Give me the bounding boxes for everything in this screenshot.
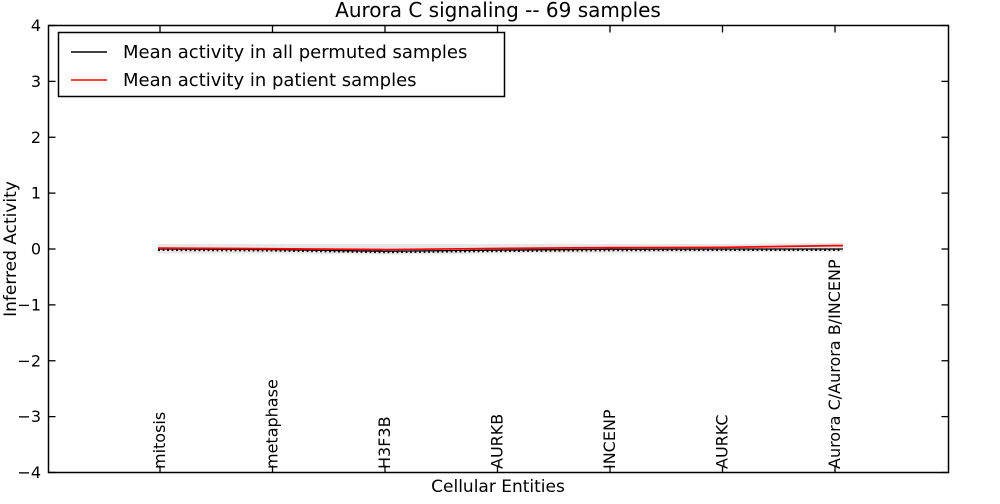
x-category-label: Aurora C/Aurora B/INCENP [825,259,844,469]
y-tick-label: 3 [31,72,41,91]
axis-ticks [48,24,949,474]
legend-label-patient: Mean activity in patient samples [123,70,417,91]
y-tick-label: −3 [17,407,41,426]
x-axis-label: Cellular Entities [431,477,565,497]
x-category-label: H3F3B [375,416,394,469]
y-tick-label: −2 [17,351,41,370]
permuted-point-markers [158,249,840,254]
y-tick-label: −4 [17,463,41,482]
x-category-label: metaphase [263,379,282,469]
x-category-label: mitosis [150,412,169,469]
legend-label-permuted: Mean activity in all permuted samples [123,42,467,63]
x-category-label: INCENP [600,409,619,469]
y-tick-label: 1 [31,184,41,203]
y-tick-label: −1 [17,295,41,314]
x-category-label: AURKC [713,414,732,469]
legend-box [57,31,506,98]
y-axis-label: Inferred Activity [1,181,21,317]
x-category-label: AURKB [488,414,507,469]
legend: Mean activity in all permuted samples Me… [57,31,506,98]
axis-tick-labels: 4 3 2 1 0 −1 −2 −3 −4 mitosis metaphase H3F3B AURKB I… [17,16,844,482]
patient-mean-line [158,244,843,251]
y-tick-label: 4 [31,16,41,35]
y-tick-label: 0 [31,240,41,259]
y-tick-label: 2 [31,128,41,147]
data-series-lines [158,244,843,254]
chart-title: Aurora C signaling -- 69 samples [335,0,661,22]
